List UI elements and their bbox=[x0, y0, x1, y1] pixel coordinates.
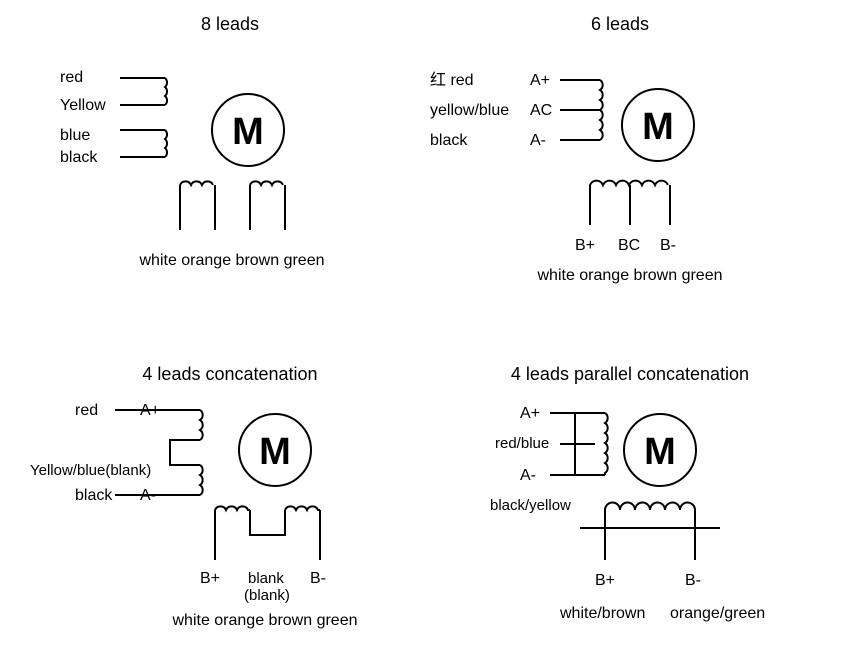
bottom-label-tl: white orange brown green bbox=[138, 252, 324, 269]
coil-u-bl bbox=[200, 410, 203, 440]
coil-b1-bl bbox=[215, 506, 250, 510]
pin-ac-tr: AC bbox=[530, 102, 552, 119]
pin-bc-tr: BC bbox=[618, 237, 640, 254]
motor-label-br: M bbox=[644, 431, 676, 473]
coil-b2-bl bbox=[285, 506, 320, 510]
pin-ap-tr: A+ bbox=[530, 72, 550, 89]
pin-blank2-bl: (blank) bbox=[244, 587, 290, 604]
series-link-bl bbox=[170, 440, 200, 465]
pin-bp-bl: B+ bbox=[200, 570, 220, 587]
title-6-leads: 6 leads bbox=[591, 14, 649, 34]
diagram-4-parallel: 4 leads parallel concatenation M A+ red/… bbox=[490, 364, 765, 622]
bottom-label-bl: white orange brown green bbox=[171, 612, 357, 629]
label-ybblank-bl: Yellow/blue(blank) bbox=[30, 462, 151, 479]
pin-ap-br: A+ bbox=[520, 405, 540, 422]
motor-label: M bbox=[232, 111, 264, 153]
label-blue: blue bbox=[60, 127, 90, 144]
coil-top-left-1 bbox=[165, 78, 167, 105]
title-4c: 4 leads concatenation bbox=[142, 364, 317, 384]
label-red-tr: 红 red bbox=[430, 71, 474, 89]
pin-bm-tr: B- bbox=[660, 237, 676, 254]
coil-left-tr bbox=[600, 80, 603, 140]
diagram-4-concat: 4 leads concatenation M red Yellow/blue(… bbox=[30, 364, 358, 629]
label-black-tr: black bbox=[430, 132, 468, 149]
label-black-bl: black bbox=[75, 487, 113, 504]
bottom-label-r-br: orange/green bbox=[670, 605, 765, 622]
pin-am-br: A- bbox=[520, 467, 536, 484]
wiring-diagram: 8 leads M red Yellow blue black white or… bbox=[0, 0, 854, 667]
diagram-8-leads: 8 leads M red Yellow blue black white or… bbox=[60, 14, 325, 269]
label-red-bl: red bbox=[75, 402, 98, 419]
motor-label-bl: M bbox=[259, 431, 291, 473]
coil-bottom-tr bbox=[590, 181, 668, 185]
label-by-br: black/yellow bbox=[490, 497, 571, 514]
coil-top-left-2 bbox=[165, 130, 167, 157]
bottom-label-l-br: white/brown bbox=[559, 605, 645, 622]
pin-bp-tr: B+ bbox=[575, 237, 595, 254]
title-4p: 4 leads parallel concatenation bbox=[511, 364, 749, 384]
coil-bottom-br bbox=[605, 503, 695, 511]
bottom-label-tr: white orange brown green bbox=[536, 267, 722, 284]
diagram-6-leads: 6 leads M 红 red yellow/blue black A+ AC … bbox=[430, 14, 723, 284]
label-yellow: Yellow bbox=[60, 97, 106, 114]
pin-bp-br: B+ bbox=[595, 572, 615, 589]
parallel-taps-br bbox=[605, 528, 695, 540]
label-yb-tr: yellow/blue bbox=[430, 102, 509, 119]
pin-blank-bl: blank bbox=[248, 570, 284, 587]
label-black: black bbox=[60, 149, 98, 166]
coil-outer-br bbox=[605, 413, 608, 475]
pin-bm-bl: B- bbox=[310, 570, 326, 587]
left-connectors-tl bbox=[165, 78, 210, 157]
pin-bm-br: B- bbox=[685, 572, 701, 589]
coil-l-bl bbox=[200, 465, 203, 495]
title-8-leads: 8 leads bbox=[201, 14, 259, 34]
pin-am-tr: A- bbox=[530, 132, 546, 149]
series-link-b-bl bbox=[250, 510, 285, 535]
label-red: red bbox=[60, 69, 83, 86]
coil-bottom-1 bbox=[180, 181, 213, 185]
coil-bottom-2 bbox=[250, 181, 283, 185]
motor-label-tr: M bbox=[642, 106, 674, 148]
label-rb-br: red/blue bbox=[495, 435, 549, 452]
